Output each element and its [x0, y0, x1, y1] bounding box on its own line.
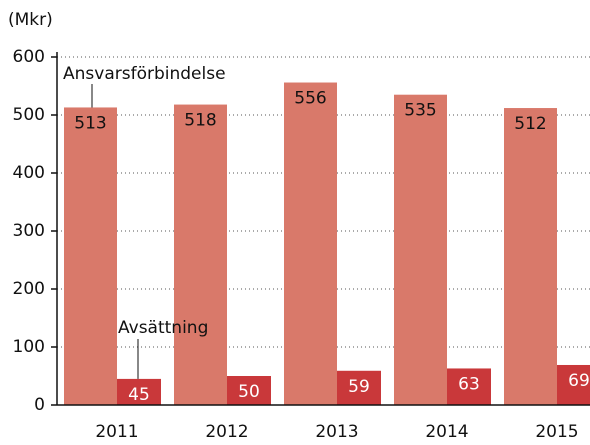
y-tick-label: 400 [13, 163, 45, 183]
legend-label: Avsättning [118, 318, 208, 338]
y-tick-label: 600 [13, 47, 45, 67]
y-tick-label: 100 [13, 337, 45, 357]
bar [117, 378, 161, 405]
y-axis-label: (Mkr) [8, 10, 53, 30]
data-label: 513 [74, 113, 106, 133]
legend-label: Ansvarsförbindelse [63, 64, 226, 84]
bar [394, 94, 447, 405]
data-label: 518 [184, 111, 216, 131]
bar [337, 370, 381, 405]
bar [284, 82, 337, 406]
x-tick-label: 2013 [315, 422, 358, 441]
data-label: 69 [568, 371, 590, 391]
bar [174, 104, 227, 405]
data-label: 535 [404, 101, 436, 121]
bar [557, 364, 590, 405]
y-tick-label: 500 [13, 105, 45, 125]
bar [504, 108, 557, 405]
data-label: 50 [238, 382, 260, 402]
x-tick-label: 2011 [95, 422, 138, 441]
bar [64, 107, 117, 406]
y-tick-label: 0 [34, 395, 45, 415]
y-tick-label: 200 [13, 279, 45, 299]
x-tick-label: 2014 [425, 422, 468, 441]
y-tick-label: 300 [13, 221, 45, 241]
x-tick-label: 2015 [535, 422, 578, 441]
data-label: 512 [514, 114, 546, 134]
data-label: 45 [128, 385, 150, 405]
bar [227, 376, 271, 405]
bar [447, 368, 491, 405]
x-tick-label: 2012 [205, 422, 248, 441]
data-label: 63 [458, 374, 480, 394]
data-label: 59 [348, 377, 370, 397]
data-label: 556 [294, 89, 326, 109]
